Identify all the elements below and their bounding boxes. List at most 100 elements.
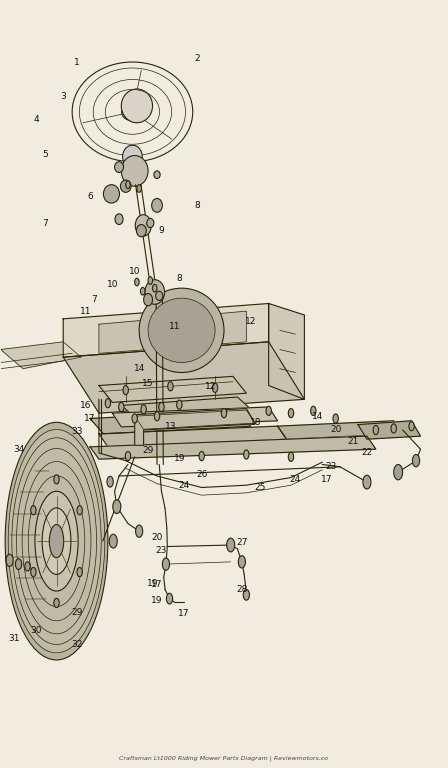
Text: 17: 17 [321,475,332,485]
Polygon shape [99,311,246,353]
Ellipse shape [5,422,108,660]
Circle shape [107,476,113,487]
Ellipse shape [139,288,224,372]
Ellipse shape [148,298,215,362]
Text: Craftsman Lt1000 Riding Mower Parts Diagram | Reviewmotors.co: Craftsman Lt1000 Riding Mower Parts Diag… [120,756,328,761]
Text: 7: 7 [91,295,97,304]
Polygon shape [112,407,278,427]
Text: 10: 10 [129,266,140,276]
Ellipse shape [12,438,101,644]
Circle shape [409,422,414,431]
Text: 30: 30 [30,627,42,635]
Circle shape [212,383,218,392]
Text: 20: 20 [151,533,163,541]
Text: 25: 25 [254,483,265,492]
Circle shape [125,452,131,461]
Circle shape [159,402,164,412]
Circle shape [310,406,316,415]
Ellipse shape [42,508,71,574]
Circle shape [243,590,250,600]
Circle shape [126,180,130,188]
Circle shape [394,465,403,480]
Text: 23: 23 [326,462,337,472]
Text: 24: 24 [290,475,301,485]
Polygon shape [63,303,269,357]
Text: 23: 23 [156,546,167,554]
Circle shape [148,276,152,284]
Polygon shape [135,410,255,429]
Circle shape [6,554,13,567]
Text: 19: 19 [173,454,185,463]
Text: 8: 8 [177,273,182,283]
Text: 11: 11 [169,322,181,331]
Text: 28: 28 [236,585,248,594]
Text: 8: 8 [194,201,200,210]
Polygon shape [269,303,304,399]
Ellipse shape [22,462,91,621]
Circle shape [77,505,82,515]
Text: 14: 14 [134,364,145,373]
Polygon shape [90,411,251,434]
Text: 2: 2 [194,54,200,63]
Circle shape [373,425,379,435]
Text: 5: 5 [43,150,48,158]
Text: 33: 33 [71,427,82,436]
Circle shape [31,568,36,577]
Circle shape [136,525,143,538]
Text: 18: 18 [250,418,261,427]
Circle shape [25,562,30,571]
Text: 7: 7 [43,219,48,227]
Circle shape [166,594,172,604]
Text: 11: 11 [80,307,91,316]
Text: 27: 27 [236,538,248,547]
Ellipse shape [115,162,124,172]
Ellipse shape [121,156,148,186]
Circle shape [289,452,294,462]
Text: 10: 10 [107,280,118,289]
Ellipse shape [35,492,78,591]
Circle shape [105,399,111,408]
Polygon shape [1,342,81,369]
Circle shape [15,559,22,570]
Text: 17: 17 [151,581,163,589]
Circle shape [123,386,129,395]
Text: 19: 19 [151,596,163,604]
Circle shape [391,424,396,433]
Text: 22: 22 [361,449,373,458]
Polygon shape [99,426,287,447]
Ellipse shape [154,171,160,178]
Text: 19: 19 [147,579,158,588]
Circle shape [152,284,157,292]
Circle shape [31,505,36,515]
Text: 34: 34 [13,445,24,454]
Text: 12: 12 [245,316,257,326]
Ellipse shape [145,280,164,304]
Ellipse shape [144,293,152,306]
Text: 24: 24 [178,481,190,490]
Text: 17: 17 [178,610,190,618]
Circle shape [119,402,124,412]
Circle shape [413,455,420,467]
Ellipse shape [103,184,120,203]
Circle shape [244,450,249,459]
Circle shape [289,409,294,418]
Circle shape [154,412,159,421]
Text: 20: 20 [330,425,341,435]
Ellipse shape [121,180,131,192]
Circle shape [54,598,59,607]
Text: 4: 4 [34,115,39,124]
Circle shape [266,406,271,415]
Circle shape [137,184,142,192]
Ellipse shape [115,214,123,224]
Text: 29: 29 [71,608,82,617]
Polygon shape [358,421,421,439]
Circle shape [109,535,117,548]
Text: 9: 9 [159,227,164,235]
Circle shape [141,287,145,295]
Circle shape [132,414,138,423]
Ellipse shape [152,198,162,212]
Polygon shape [135,409,255,445]
Ellipse shape [121,89,152,123]
Text: 15: 15 [142,379,154,389]
Circle shape [77,568,82,577]
